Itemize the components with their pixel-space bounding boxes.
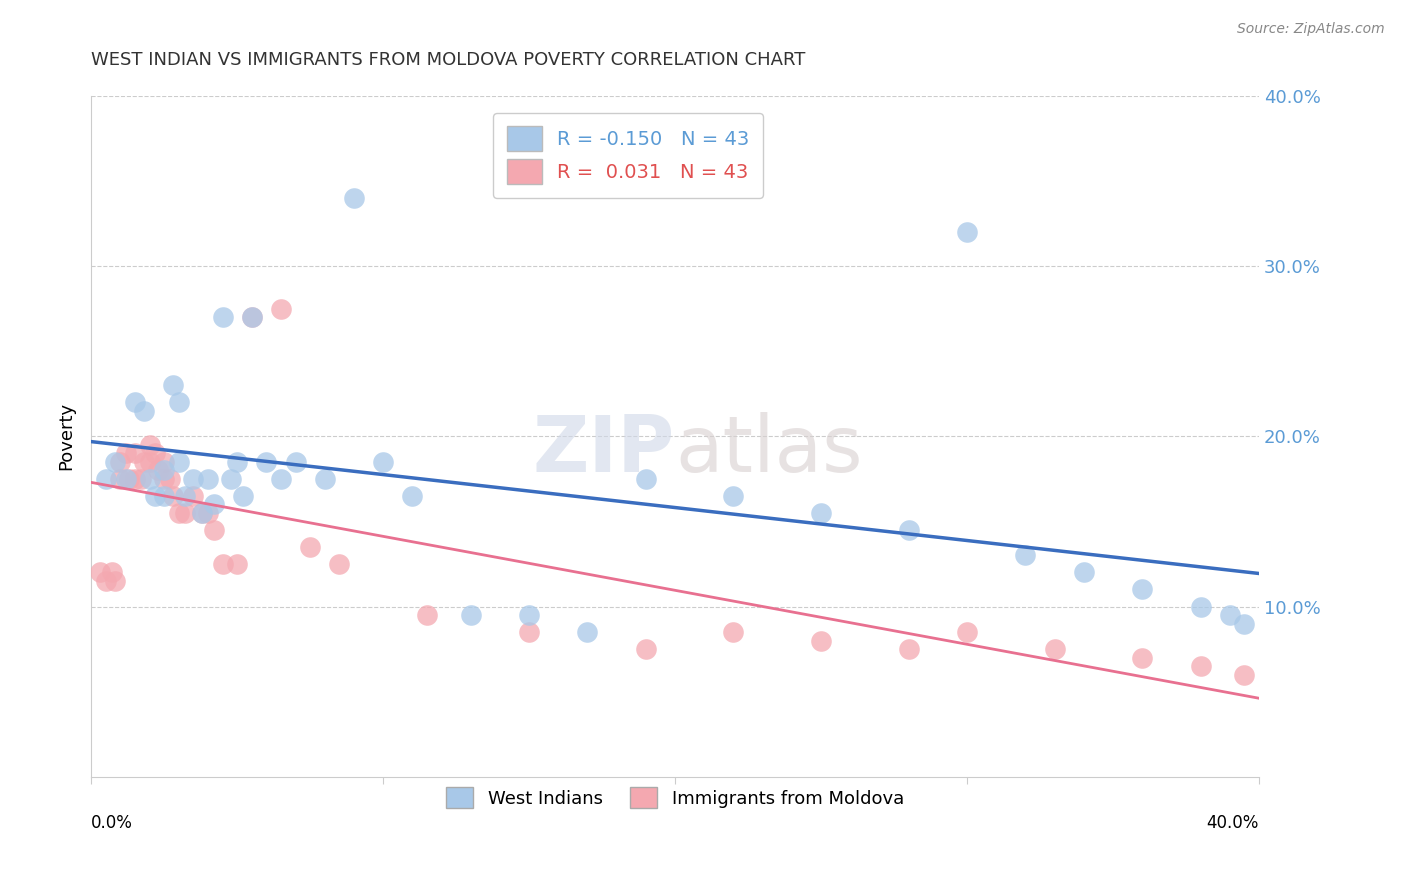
Text: 0.0%: 0.0%	[91, 814, 134, 832]
Point	[173, 506, 195, 520]
Point	[100, 566, 122, 580]
Point	[221, 472, 243, 486]
Y-axis label: Poverty: Poverty	[58, 402, 75, 470]
Point	[284, 455, 307, 469]
Point	[1014, 549, 1036, 563]
Point	[118, 472, 141, 486]
Point	[138, 438, 160, 452]
Point	[197, 472, 219, 486]
Point	[167, 506, 190, 520]
Point	[1130, 650, 1153, 665]
Point	[153, 455, 176, 469]
Point	[138, 472, 160, 486]
Point	[153, 489, 176, 503]
Point	[460, 607, 482, 622]
Point	[153, 463, 176, 477]
Point	[1233, 616, 1256, 631]
Point	[254, 455, 277, 469]
Point	[956, 225, 979, 239]
Point	[148, 463, 170, 477]
Point	[132, 455, 155, 469]
Point	[314, 472, 336, 486]
Point	[129, 472, 152, 486]
Point	[1073, 566, 1095, 580]
Point	[810, 633, 832, 648]
Point	[145, 489, 167, 503]
Point	[110, 455, 132, 469]
Legend: West Indians, Immigrants from Moldova: West Indians, Immigrants from Moldova	[439, 780, 911, 815]
Point	[138, 455, 160, 469]
Point	[240, 310, 263, 325]
Point	[371, 455, 394, 469]
Text: atlas: atlas	[675, 412, 862, 488]
Point	[634, 472, 657, 486]
Point	[173, 489, 195, 503]
Point	[145, 446, 167, 460]
Point	[232, 489, 254, 503]
Point	[89, 566, 111, 580]
Point	[202, 498, 225, 512]
Point	[115, 472, 138, 486]
Point	[299, 540, 322, 554]
Point	[1219, 607, 1241, 622]
Point	[328, 557, 350, 571]
Point	[576, 625, 599, 640]
Text: WEST INDIAN VS IMMIGRANTS FROM MOLDOVA POVERTY CORRELATION CHART: WEST INDIAN VS IMMIGRANTS FROM MOLDOVA P…	[91, 51, 806, 69]
Point	[517, 625, 540, 640]
Point	[416, 607, 439, 622]
Point	[167, 455, 190, 469]
Point	[103, 574, 125, 588]
Point	[270, 472, 292, 486]
Point	[517, 607, 540, 622]
Point	[270, 301, 292, 316]
Point	[810, 506, 832, 520]
Point	[162, 378, 184, 392]
Point	[897, 523, 920, 537]
Point	[110, 472, 132, 486]
Point	[202, 523, 225, 537]
Point	[191, 506, 214, 520]
Point	[1043, 642, 1066, 657]
Point	[723, 489, 745, 503]
Point	[1189, 599, 1212, 614]
Point	[211, 310, 233, 325]
Point	[634, 642, 657, 657]
Point	[153, 472, 176, 486]
Point	[183, 489, 205, 503]
Point	[132, 404, 155, 418]
Point	[240, 310, 263, 325]
Point	[124, 446, 146, 460]
Point	[115, 446, 138, 460]
Point	[124, 395, 146, 409]
Point	[162, 489, 184, 503]
Point	[94, 574, 117, 588]
Point	[124, 472, 146, 486]
Point	[197, 506, 219, 520]
Point	[1233, 667, 1256, 681]
Point	[94, 472, 117, 486]
Point	[191, 506, 214, 520]
Point	[159, 472, 181, 486]
Point	[183, 472, 205, 486]
Point	[956, 625, 979, 640]
Point	[211, 557, 233, 571]
Point	[167, 395, 190, 409]
Point	[226, 455, 249, 469]
Point	[1130, 582, 1153, 597]
Point	[897, 642, 920, 657]
Point	[103, 455, 125, 469]
Text: ZIP: ZIP	[533, 412, 675, 488]
Point	[401, 489, 423, 503]
Point	[343, 191, 366, 205]
Point	[226, 557, 249, 571]
Point	[1189, 659, 1212, 673]
Point	[723, 625, 745, 640]
Text: Source: ZipAtlas.com: Source: ZipAtlas.com	[1237, 22, 1385, 37]
Text: 40.0%: 40.0%	[1206, 814, 1258, 832]
